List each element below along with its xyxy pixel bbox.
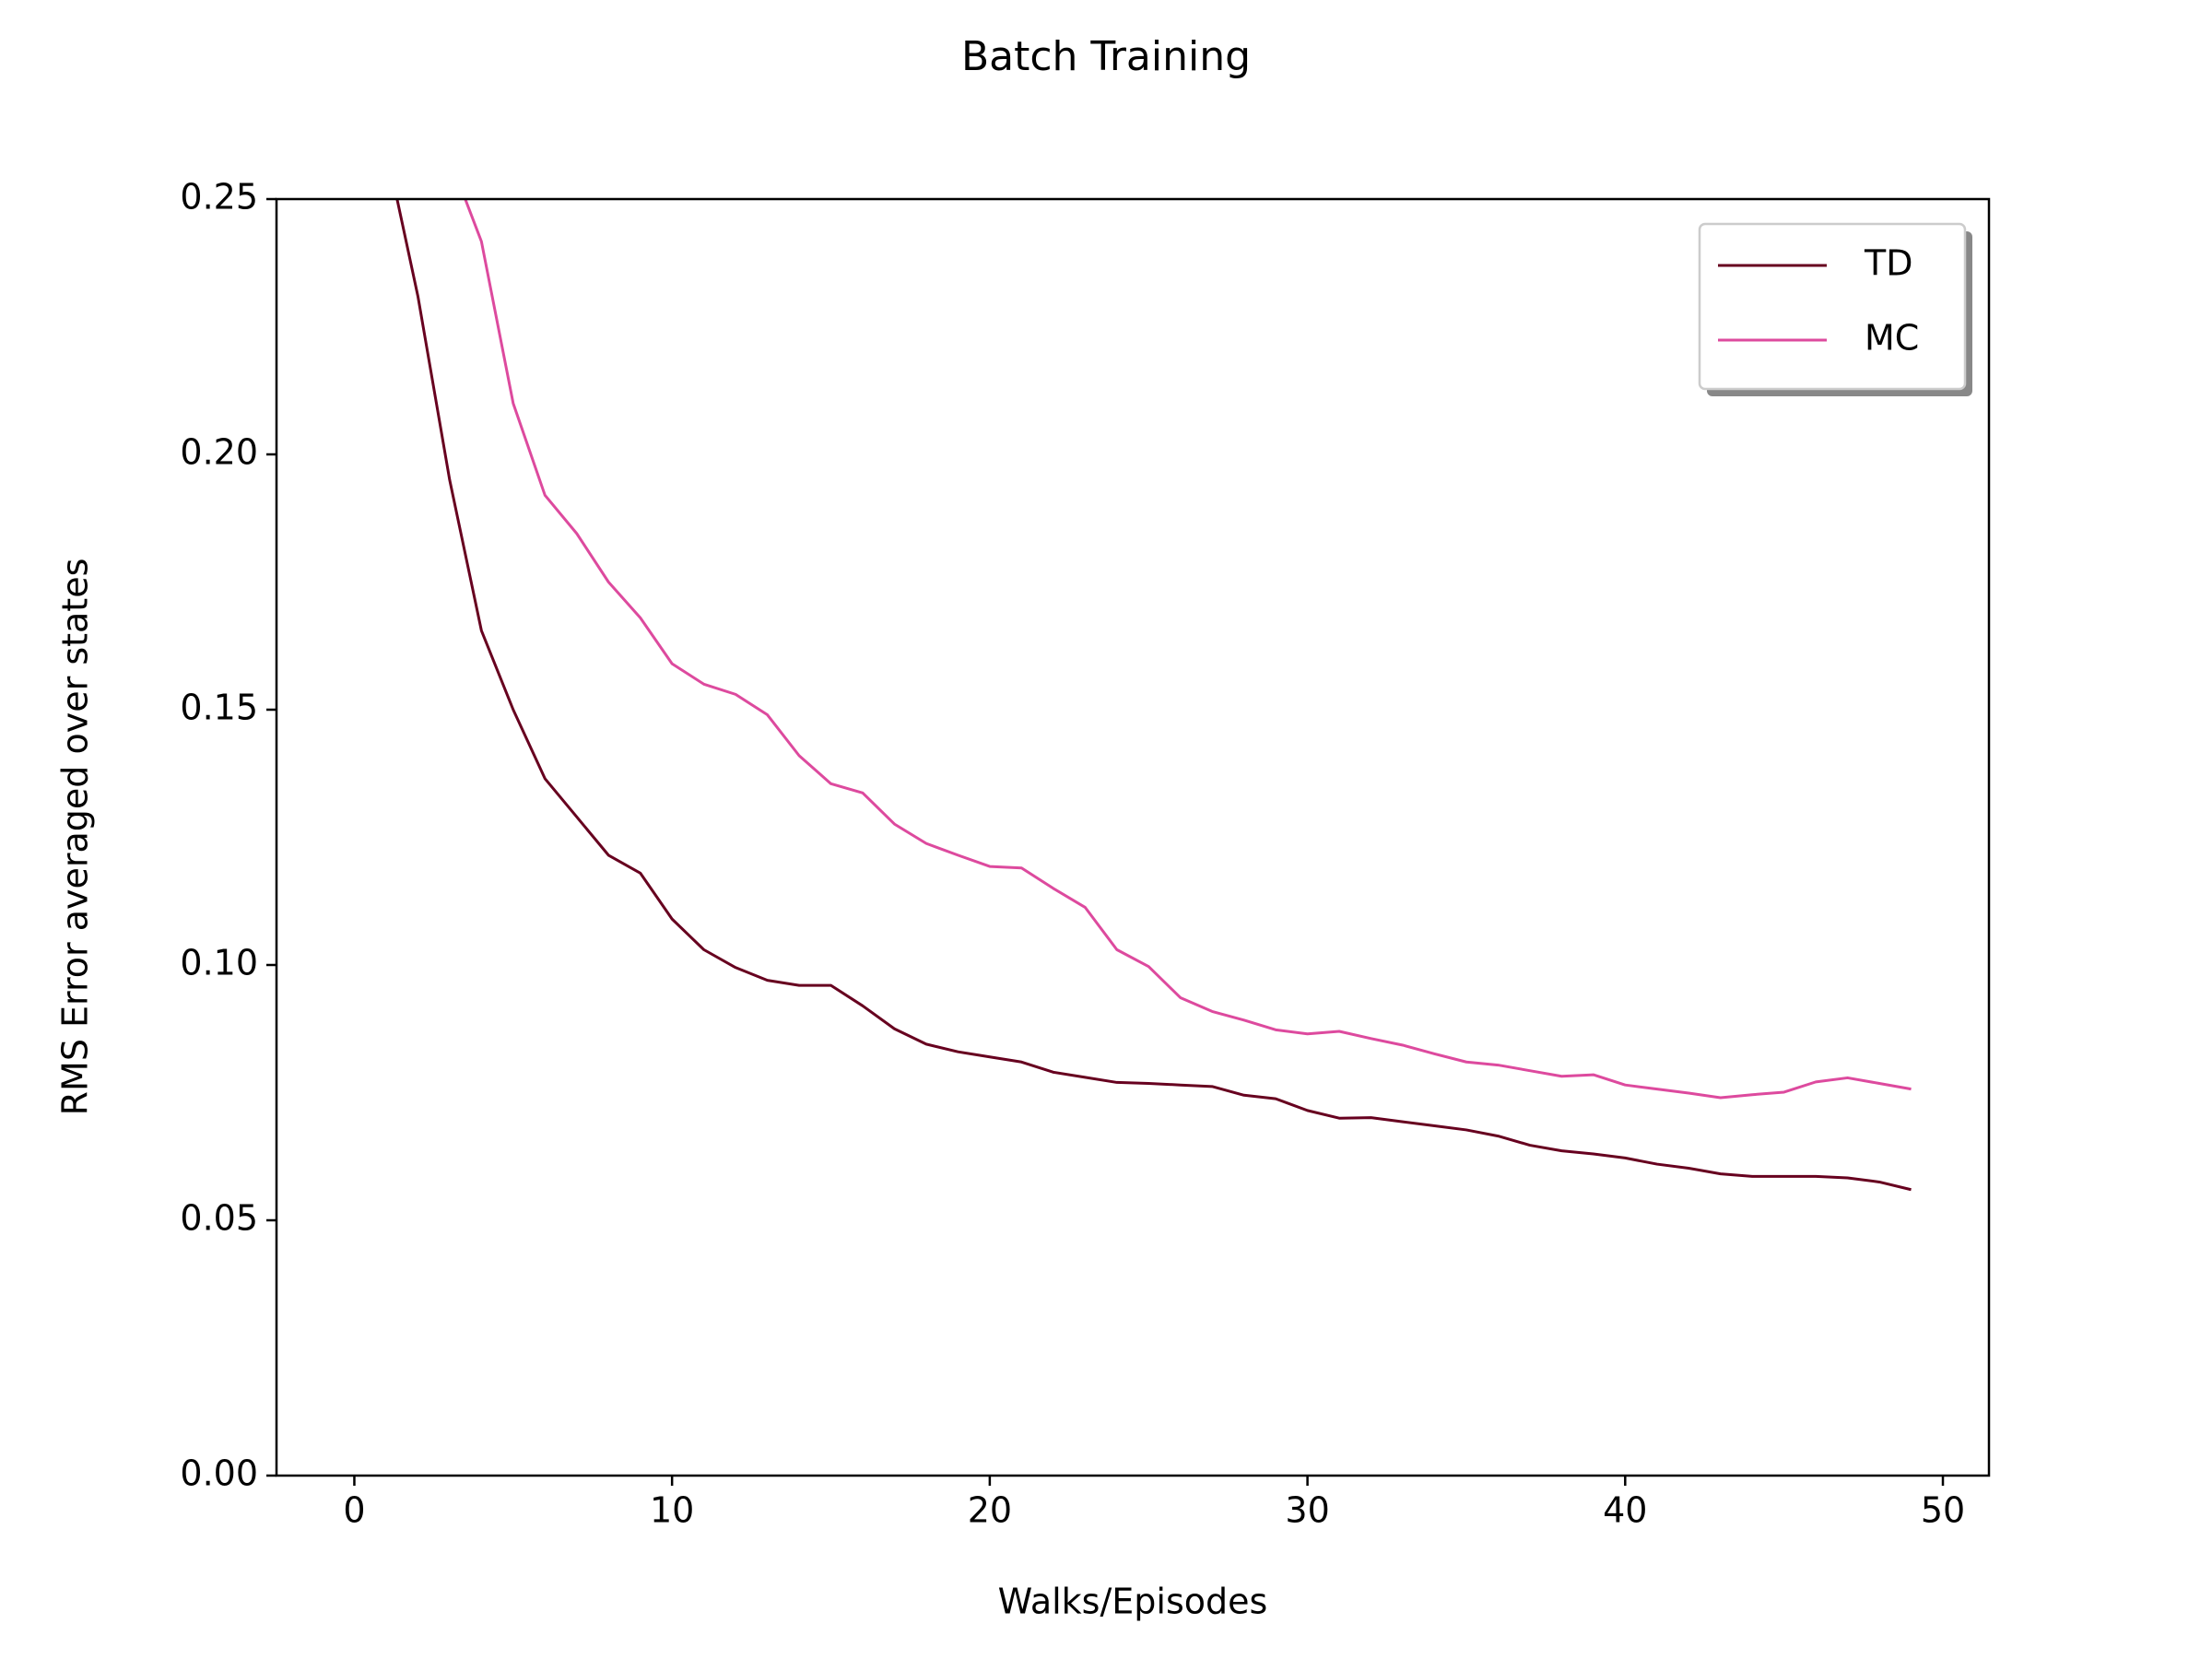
legend-label: MC [1865, 318, 1919, 359]
legend-box [1698, 222, 1967, 391]
data-line [395, 199, 1912, 1192]
data-line [464, 199, 1912, 1100]
x-tick-label: 50 [1921, 1490, 1965, 1531]
legend-label: TD [1864, 243, 1912, 284]
axes-frame [275, 197, 1991, 1477]
x-tick-label: 40 [1603, 1490, 1647, 1531]
y-tick-label: 0.20 [180, 432, 258, 473]
x-tick-label: 10 [650, 1490, 694, 1531]
y-axis-label: RMS Error averaged over states [55, 559, 96, 1116]
y-tick-label: 0.10 [180, 943, 258, 983]
y-tick-label: 0.00 [180, 1453, 258, 1494]
x-tick-label: 20 [968, 1490, 1012, 1531]
x-tick-label: 0 [343, 1490, 365, 1531]
chart-title: Batch Training [961, 33, 1251, 80]
y-tick-label: 0.25 [180, 177, 258, 218]
x-tick-label: 30 [1285, 1490, 1329, 1531]
x-axis-label: Walks/Episodes [998, 1582, 1268, 1622]
y-tick-label: 0.15 [180, 688, 258, 728]
plot-area [395, 199, 1912, 1192]
y-tick-label: 0.05 [180, 1198, 258, 1239]
legend: TD MC [1698, 222, 1972, 396]
